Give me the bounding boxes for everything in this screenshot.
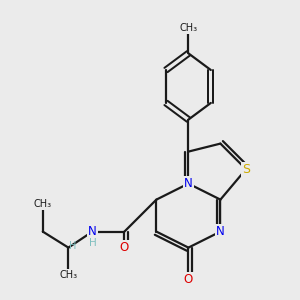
- Text: N: N: [216, 225, 225, 238]
- Text: O: O: [184, 273, 193, 286]
- Text: S: S: [242, 163, 250, 176]
- Text: H: H: [88, 238, 96, 248]
- Text: CH₃: CH₃: [179, 23, 197, 33]
- Text: O: O: [120, 241, 129, 254]
- Text: CH₃: CH₃: [59, 270, 77, 280]
- Text: N: N: [88, 225, 97, 238]
- Text: N: N: [184, 177, 193, 190]
- Text: CH₃: CH₃: [34, 200, 52, 209]
- Text: H: H: [68, 241, 76, 251]
